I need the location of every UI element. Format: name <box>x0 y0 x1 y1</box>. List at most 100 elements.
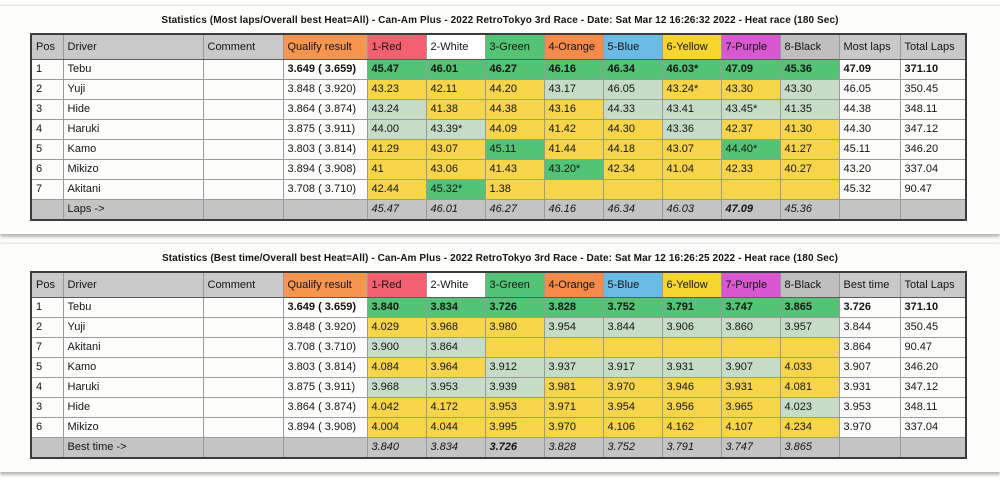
pos-cell: 1 <box>30 297 64 318</box>
best-time-table: Pos Driver Comment Qualify result 1-Red 2-Whi… <box>30 271 967 459</box>
heat-cell: 4.081 <box>779 377 840 398</box>
driver-cell: Mikizo <box>62 417 204 438</box>
heat-cell: 46.16 <box>543 59 604 80</box>
comment-cell <box>202 119 284 140</box>
heat-cell: 43.36 <box>661 119 722 140</box>
pos-cell: 3 <box>30 397 64 418</box>
heat-cell: 3.860 <box>720 317 781 338</box>
result-cell: 45.32 <box>838 179 901 200</box>
summary-heat-cell: 3.752 <box>602 437 663 459</box>
driver-row: 2 Yuji 3.848 ( 3.920) 4.029 3.968 3.980 3.954 3… <box>30 317 967 338</box>
comment-cell <box>202 99 284 120</box>
heat-cell: 3.726 <box>484 297 545 318</box>
heat-cell: 44.20 <box>484 79 545 100</box>
total-cell: 348.11 <box>899 99 967 120</box>
result-cell: 3.970 <box>838 417 901 438</box>
result-cell: 46.05 <box>838 79 901 100</box>
summary-pos-cell <box>30 199 64 221</box>
total-cell: 90.47 <box>899 179 967 200</box>
header-row: Pos Driver Comment Qualify result 1-Red 2-Whi… <box>30 33 967 60</box>
driver-cell: Haruki <box>62 119 204 140</box>
heat-cell: 42.11 <box>425 79 486 100</box>
heat-cell: 45.32* <box>425 179 486 200</box>
result-cell: 44.38 <box>838 99 901 120</box>
heat-cell: 41.29 <box>366 139 427 160</box>
summary-heat-cell: 3.747 <box>720 437 781 459</box>
summary-result-cell <box>838 199 901 221</box>
heat-cell: 3.865 <box>779 297 840 318</box>
driver-row: 7 Akitani 3.708 ( 3.710) 42.44 45.32* 1.38 45.… <box>30 179 967 200</box>
result-cell: 3.931 <box>838 377 901 398</box>
heat-cell <box>661 337 722 358</box>
heat-cell: 3.995 <box>484 417 545 438</box>
col-header-qualify-result: Qualify result <box>282 271 368 298</box>
heat-cell: 3.970 <box>602 377 663 398</box>
heat-cell: 45.36 <box>779 59 840 80</box>
heat-cell: 44.30 <box>602 119 663 140</box>
qualify-cell: 3.875 ( 3.911) <box>282 119 368 140</box>
col-header-6-yellow: 6-Yellow <box>661 271 722 298</box>
col-header-8-black: 8-Black <box>779 271 840 298</box>
heat-cell: 3.981 <box>543 377 604 398</box>
driver-row: 3 Hide 3.864 ( 3.874) 4.042 4.172 3.953 3.971 3… <box>30 397 967 418</box>
result-cell: 47.09 <box>838 59 901 80</box>
result-cell: 3.953 <box>838 397 901 418</box>
summary-qualify-cell <box>282 437 368 459</box>
heat-cell: 43.39* <box>425 119 486 140</box>
heat-cell: 3.931 <box>720 377 781 398</box>
summary-heat-cell: 46.34 <box>602 199 663 221</box>
summary-total-cell <box>899 199 967 221</box>
pos-cell: 4 <box>30 377 64 398</box>
driver-cell: Tebu <box>62 59 204 80</box>
col-header-4-orange: 4-Orange <box>543 33 604 60</box>
heat-cell: 3.939 <box>484 377 545 398</box>
col-header-7-purple: 7-Purple <box>720 271 781 298</box>
most-laps-table: Pos Driver Comment Qualify result 1-Red 2-Whi… <box>30 33 967 221</box>
heat-cell: 3.844 <box>602 317 663 338</box>
col-header-2-white: 2-White <box>425 33 486 60</box>
comment-cell <box>202 337 284 358</box>
comment-cell <box>202 139 284 160</box>
qualify-cell: 3.864 ( 3.874) <box>282 99 368 120</box>
heat-cell: 4.234 <box>779 417 840 438</box>
best-time-panel: Statistics (Best time/Overall best Heat=… <box>0 244 1000 472</box>
col-header-6-yellow: 6-Yellow <box>661 33 722 60</box>
total-cell: 348.11 <box>899 397 967 418</box>
total-cell: 90.47 <box>899 337 967 358</box>
heat-cell: 3.900 <box>366 337 427 358</box>
col-header-1-red: 1-Red <box>366 271 427 298</box>
col-header-pos: Pos <box>30 33 64 60</box>
heat-cell: 43.30 <box>720 79 781 100</box>
pos-cell: 6 <box>30 417 64 438</box>
heat-cell: 41.27 <box>779 139 840 160</box>
best-time-title: Statistics (Best time/Overall best Heat=… <box>161 253 839 264</box>
heat-cell: 45.11 <box>484 139 545 160</box>
qualify-cell: 3.708 ( 3.710) <box>282 337 368 358</box>
heat-cell: 42.34 <box>602 159 663 180</box>
col-header-comment: Comment <box>202 33 284 60</box>
total-cell: 346.20 <box>899 357 967 378</box>
col-header-driver: Driver <box>62 33 204 60</box>
heat-cell: 43.24* <box>661 79 722 100</box>
summary-comment-cell <box>202 199 284 221</box>
heat-cell: 44.33 <box>602 99 663 120</box>
heat-cell: 4.084 <box>366 357 427 378</box>
heat-cell: 3.954 <box>602 397 663 418</box>
summary-heat-cell: 3.840 <box>366 437 427 459</box>
heat-cell: 41 <box>366 159 427 180</box>
comment-cell <box>202 377 284 398</box>
driver-cell: Kamo <box>62 139 204 160</box>
summary-heat-cell: 3.726 <box>484 437 545 459</box>
heat-cell <box>602 179 663 200</box>
heat-cell: 43.20* <box>543 159 604 180</box>
heat-cell: 3.965 <box>720 397 781 418</box>
qualify-cell: 3.848 ( 3.920) <box>282 317 368 338</box>
driver-cell: Hide <box>62 397 204 418</box>
heat-cell: 44.00 <box>366 119 427 140</box>
heat-cell: 3.957 <box>779 317 840 338</box>
total-cell: 347.12 <box>899 119 967 140</box>
heat-cell: 41.43 <box>484 159 545 180</box>
heat-cell: 4.162 <box>661 417 722 438</box>
col-header-5-blue: 5-Blue <box>602 33 663 60</box>
pos-cell: 2 <box>30 79 64 100</box>
